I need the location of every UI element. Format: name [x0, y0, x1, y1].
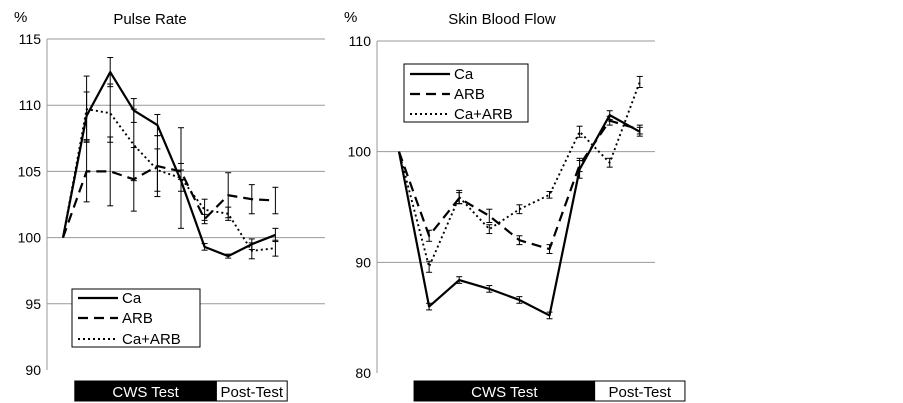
- pulse-rate-legend-label: ARB: [122, 310, 153, 327]
- skin-blood-flow-legend-label: Ca: [454, 66, 474, 83]
- pulse-rate-series-arb: [61, 165, 276, 238]
- pulse-rate-series-ca-arb: [62, 108, 276, 252]
- pulse-rate-phase-band: [215, 380, 288, 402]
- pulse-rate-phase-label: Post-Test: [221, 384, 284, 401]
- pulse-rate-y-tick-label: 105: [18, 163, 42, 179]
- skin-blood-flow-y-tick-label: 90: [355, 254, 371, 270]
- skin-blood-flow-phase-band: [594, 380, 686, 402]
- pulse-rate-chart-title: Pulse Rate: [113, 11, 186, 28]
- pulse-rate-phase-label: CWS Test: [112, 384, 179, 401]
- pulse-rate-legend-label: Ca+ARB: [122, 331, 181, 348]
- skin-blood-flow-chart-title: Skin Blood Flow: [448, 11, 556, 28]
- pulse-rate-series-ca: [61, 70, 276, 258]
- skin-blood-flow-y-unit: %: [344, 9, 357, 26]
- skin-blood-flow-series-ca: [397, 114, 641, 317]
- skin-blood-flow-y-tick-label: 110: [349, 33, 372, 49]
- pulse-rate-y-tick-label: 90: [25, 362, 41, 378]
- skin-blood-flow-phase-label: Post-Test: [609, 384, 672, 401]
- skin-blood-flow-y-tick-label: 80: [355, 365, 371, 381]
- skin-blood-flow-series-arb: [397, 119, 641, 251]
- skin-blood-flow-legend-label: Ca+ARB: [454, 106, 513, 123]
- pulse-rate-y-tick-label: 115: [19, 31, 42, 47]
- skin-blood-flow-chart: Skin Blood Flow % 80 90 100 110 CWS Test Post…: [344, 9, 686, 402]
- pulse-rate-y-tick-label: 100: [18, 230, 42, 246]
- skin-blood-flow-y-tick-label: 100: [348, 144, 372, 160]
- skin-blood-flow-phase-label: CWS Test: [471, 384, 538, 401]
- pulse-rate-y-unit: %: [14, 9, 27, 26]
- pulse-rate-y-tick-label: 95: [25, 296, 41, 312]
- pulse-rate-y-tick-label: 110: [19, 97, 42, 113]
- pulse-rate-chart: Pulse Rate % 90 95 100 105 110 115 CWS Test Pos…: [14, 9, 325, 402]
- pulse-rate-legend-label: Ca: [122, 290, 142, 307]
- skin-blood-flow-legend-label: ARB: [454, 86, 485, 103]
